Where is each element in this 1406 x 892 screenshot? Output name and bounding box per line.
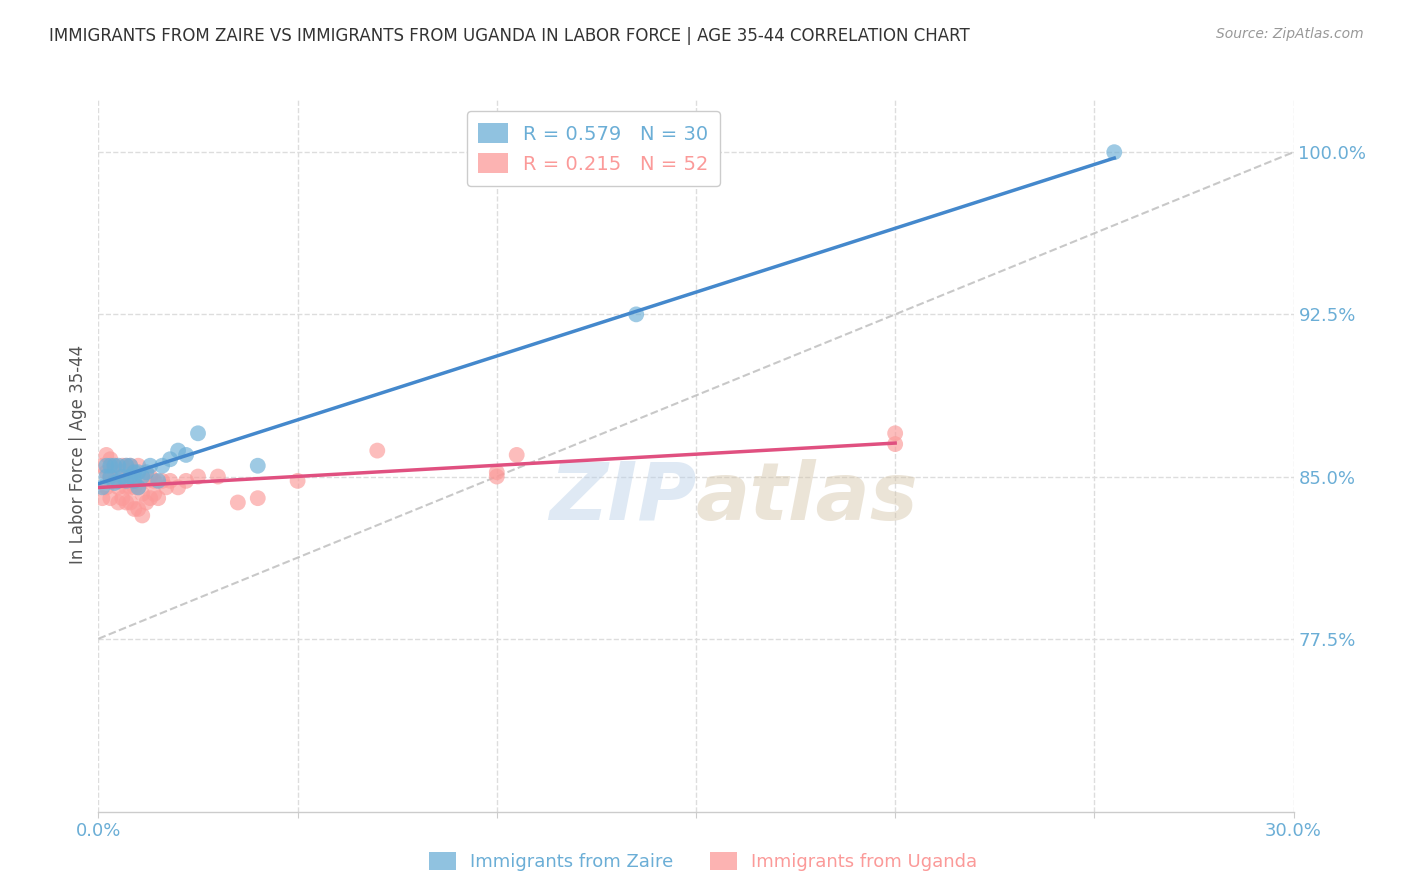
Legend: R = 0.579   N = 30, R = 0.215   N = 52: R = 0.579 N = 30, R = 0.215 N = 52: [467, 112, 720, 186]
Point: [148, 474, 170, 488]
Point: [91, 458, 114, 473]
Point: [107, 465, 129, 479]
Point: [107, 474, 129, 488]
Point: [98, 469, 122, 483]
Point: [115, 480, 138, 494]
Point: [246, 458, 269, 473]
Point: [159, 474, 181, 488]
Legend: Immigrants from Zaire, Immigrants from Uganda: Immigrants from Zaire, Immigrants from U…: [422, 845, 984, 879]
Text: atlas: atlas: [696, 458, 918, 537]
Point: [174, 448, 197, 462]
Point: [98, 469, 122, 483]
Point: [287, 474, 309, 488]
Point: [127, 480, 149, 494]
Point: [127, 458, 149, 473]
Point: [207, 469, 229, 483]
Point: [226, 495, 249, 509]
Point: [96, 458, 118, 473]
Point: [626, 307, 648, 321]
Text: Source: ZipAtlas.com: Source: ZipAtlas.com: [1216, 27, 1364, 41]
Point: [135, 495, 157, 509]
Point: [124, 474, 146, 488]
Point: [139, 491, 162, 505]
Point: [124, 480, 146, 494]
Point: [124, 502, 146, 516]
Point: [111, 469, 134, 483]
Point: [167, 480, 190, 494]
Point: [111, 491, 134, 505]
Point: [127, 465, 149, 479]
Point: [98, 452, 122, 467]
Point: [96, 480, 118, 494]
Point: [139, 469, 162, 483]
Y-axis label: In Labor Force | Age 35-44: In Labor Force | Age 35-44: [69, 345, 87, 565]
Point: [115, 458, 138, 473]
Point: [485, 469, 508, 483]
Point: [91, 480, 114, 494]
Point: [107, 458, 129, 473]
Point: [246, 491, 269, 505]
Point: [148, 491, 170, 505]
Point: [107, 480, 129, 494]
Point: [884, 437, 907, 451]
Point: [131, 487, 153, 501]
Point: [159, 452, 181, 467]
Point: [98, 458, 122, 473]
Point: [115, 495, 138, 509]
Point: [91, 491, 114, 505]
Point: [120, 458, 142, 473]
Point: [96, 448, 118, 462]
Point: [174, 474, 197, 488]
Point: [884, 426, 907, 441]
Point: [115, 474, 138, 488]
Point: [107, 495, 129, 509]
Point: [1104, 145, 1126, 160]
Point: [103, 458, 125, 473]
Point: [96, 469, 118, 483]
Point: [143, 487, 166, 501]
Point: [135, 474, 157, 488]
Point: [131, 508, 153, 523]
Text: ZIP: ZIP: [548, 458, 696, 537]
Point: [485, 465, 508, 479]
Point: [111, 474, 134, 488]
Text: IMMIGRANTS FROM ZAIRE VS IMMIGRANTS FROM UGANDA IN LABOR FORCE | AGE 35-44 CORRE: IMMIGRANTS FROM ZAIRE VS IMMIGRANTS FROM…: [49, 27, 970, 45]
Point: [187, 426, 209, 441]
Point: [167, 443, 190, 458]
Point: [135, 465, 157, 479]
Point: [103, 458, 125, 473]
Point: [120, 469, 142, 483]
Point: [103, 476, 125, 491]
Point: [127, 502, 149, 516]
Point: [155, 480, 177, 494]
Point: [187, 469, 209, 483]
Point: [103, 474, 125, 488]
Point: [143, 474, 166, 488]
Point: [120, 480, 142, 494]
Point: [506, 448, 529, 462]
Point: [120, 458, 142, 473]
Point: [124, 465, 146, 479]
Point: [366, 443, 388, 458]
Point: [131, 469, 153, 483]
Point: [120, 495, 142, 509]
Point: [115, 458, 138, 473]
Point: [111, 458, 134, 473]
Point: [98, 491, 122, 505]
Point: [150, 474, 173, 488]
Point: [139, 458, 162, 473]
Point: [150, 458, 173, 473]
Point: [127, 480, 149, 494]
Point: [96, 465, 118, 479]
